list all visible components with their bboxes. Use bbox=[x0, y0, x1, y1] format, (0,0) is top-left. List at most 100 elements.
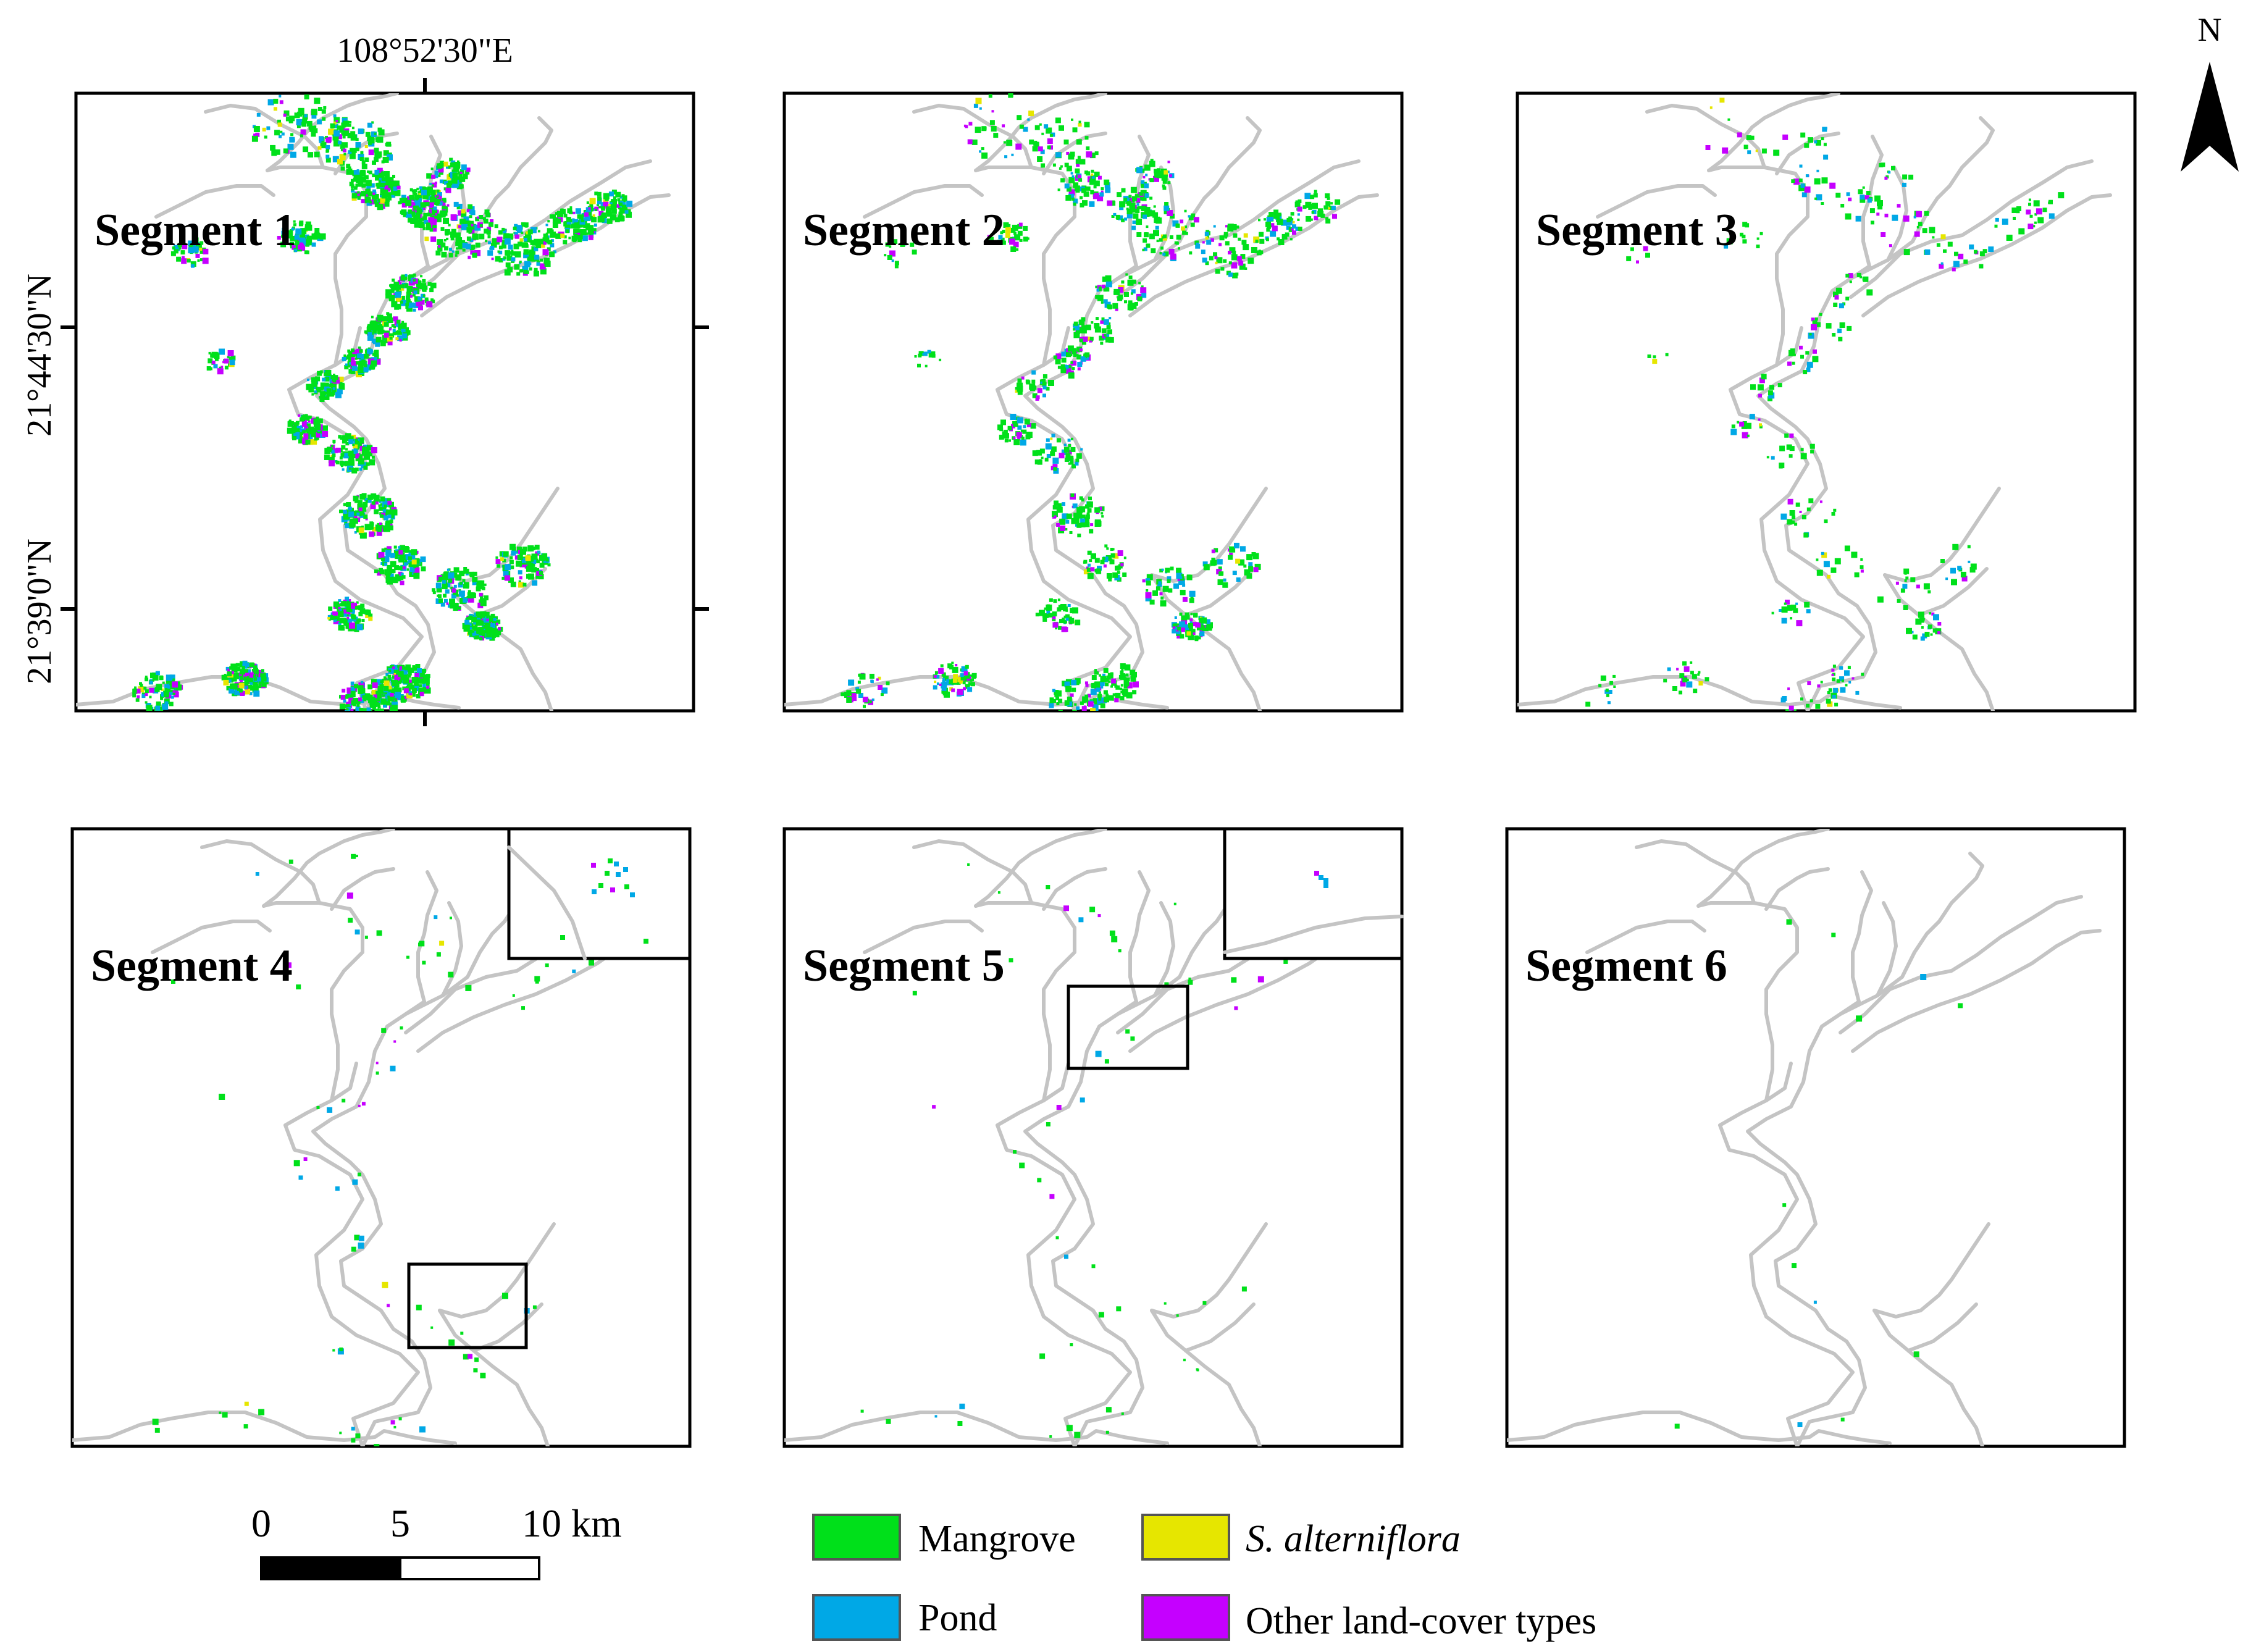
classified-pixel bbox=[339, 509, 343, 514]
classified-pixel bbox=[473, 621, 477, 625]
classified-pixel bbox=[572, 219, 579, 225]
classified-pixel bbox=[979, 107, 982, 110]
classified-pixel bbox=[332, 156, 339, 162]
classified-pixel bbox=[348, 707, 351, 710]
classified-pixel bbox=[560, 209, 566, 214]
classified-pixel bbox=[1750, 384, 1756, 390]
classified-pixel bbox=[1099, 674, 1101, 677]
classified-pixel bbox=[501, 243, 507, 249]
coastline bbox=[1839, 895, 2083, 1034]
classified-pixel bbox=[1156, 240, 1159, 243]
legend-swatch-pond bbox=[812, 1594, 901, 1641]
classified-pixel bbox=[1945, 577, 1948, 581]
classified-pixel bbox=[354, 531, 357, 534]
classified-pixel bbox=[253, 126, 260, 132]
classified-pixel bbox=[520, 548, 526, 555]
classified-pixel bbox=[1819, 500, 1822, 503]
classified-pixel bbox=[511, 249, 514, 253]
classified-pixel bbox=[550, 243, 555, 248]
classified-pixel bbox=[345, 695, 348, 699]
classified-pixel bbox=[402, 698, 405, 702]
classified-pixel bbox=[1112, 572, 1118, 578]
classified-pixel bbox=[348, 439, 354, 445]
classified-pixel bbox=[1078, 178, 1083, 182]
classified-pixel bbox=[524, 261, 530, 267]
classified-pixel bbox=[470, 229, 475, 234]
classified-pixel bbox=[626, 200, 633, 207]
classified-pixel bbox=[1812, 356, 1819, 363]
classified-pixel bbox=[390, 561, 396, 568]
classified-pixel bbox=[492, 238, 498, 245]
classified-pixel bbox=[288, 420, 291, 423]
classified-pixel bbox=[410, 686, 413, 689]
classified-pixel bbox=[141, 694, 146, 698]
scale-label-0: 0 bbox=[251, 1501, 271, 1545]
classified-pixel bbox=[1152, 212, 1159, 218]
coastline bbox=[1023, 264, 1144, 711]
classified-pixel bbox=[1108, 304, 1112, 309]
classified-pixel bbox=[246, 676, 253, 682]
classified-pixel bbox=[458, 174, 462, 178]
classified-pixel bbox=[333, 387, 335, 390]
classified-pixel bbox=[1080, 518, 1086, 524]
classified-pixel bbox=[348, 703, 352, 707]
classified-pixel bbox=[365, 180, 372, 187]
classified-pixel bbox=[534, 254, 540, 260]
classified-pixel bbox=[1081, 340, 1086, 345]
classified-pixel bbox=[374, 509, 379, 514]
classified-pixel bbox=[1162, 184, 1165, 188]
classified-pixel bbox=[1087, 550, 1092, 555]
classified-pixel bbox=[391, 324, 395, 327]
classified-pixel bbox=[464, 582, 469, 588]
classified-pixel bbox=[136, 695, 140, 698]
classified-pixel bbox=[472, 580, 477, 585]
classified-pixel bbox=[425, 202, 430, 207]
classified-pixel bbox=[1848, 681, 1851, 684]
classified-pixel bbox=[857, 681, 861, 684]
classified-pixel bbox=[1940, 559, 1945, 563]
classified-pixel bbox=[523, 222, 529, 228]
classified-pixel bbox=[396, 288, 402, 294]
classified-pixel bbox=[572, 218, 575, 221]
classified-pixel bbox=[1827, 574, 1831, 579]
classified-pixel bbox=[1138, 282, 1141, 285]
classified-pixel bbox=[339, 618, 345, 624]
classified-pixel bbox=[959, 1403, 965, 1409]
classified-pixel bbox=[597, 201, 601, 204]
classified-pixel bbox=[1183, 624, 1189, 630]
classified-pixel bbox=[327, 1107, 333, 1113]
coastline bbox=[974, 93, 1107, 172]
classified-pixel bbox=[251, 135, 258, 142]
classified-pixel bbox=[1930, 633, 1933, 636]
classified-pixel bbox=[492, 243, 497, 248]
classified-pixel bbox=[1060, 178, 1065, 183]
classified-pixel bbox=[458, 606, 461, 610]
classified-pixel bbox=[390, 289, 395, 293]
classified-pixel bbox=[1240, 254, 1246, 259]
classified-pixel bbox=[351, 694, 356, 697]
classified-pixel bbox=[330, 383, 337, 390]
classified-pixel bbox=[353, 448, 356, 451]
classified-pixel bbox=[1144, 164, 1151, 171]
classified-pixel bbox=[1608, 690, 1612, 694]
classified-pixel bbox=[1175, 627, 1178, 630]
classified-pixel bbox=[230, 684, 236, 690]
classified-pixel bbox=[397, 335, 403, 342]
classified-pixel bbox=[535, 979, 539, 984]
classified-pixel bbox=[1172, 626, 1176, 631]
classified-pixel bbox=[1215, 269, 1220, 274]
classified-pixel bbox=[380, 340, 386, 346]
classified-pixel bbox=[1831, 933, 1836, 937]
classified-pixel bbox=[1951, 579, 1957, 585]
coastline bbox=[1507, 1411, 1892, 1445]
classified-pixel bbox=[1087, 508, 1092, 513]
classified-pixel bbox=[161, 692, 166, 697]
classified-pixel bbox=[1017, 378, 1022, 383]
classified-pixel bbox=[1073, 518, 1080, 523]
classified-pixel bbox=[1903, 605, 1908, 610]
classified-pixel bbox=[222, 1412, 228, 1418]
classified-pixel bbox=[329, 614, 333, 619]
classified-pixel bbox=[1740, 232, 1743, 237]
classified-pixel bbox=[1236, 225, 1239, 229]
classified-pixel bbox=[870, 680, 874, 684]
